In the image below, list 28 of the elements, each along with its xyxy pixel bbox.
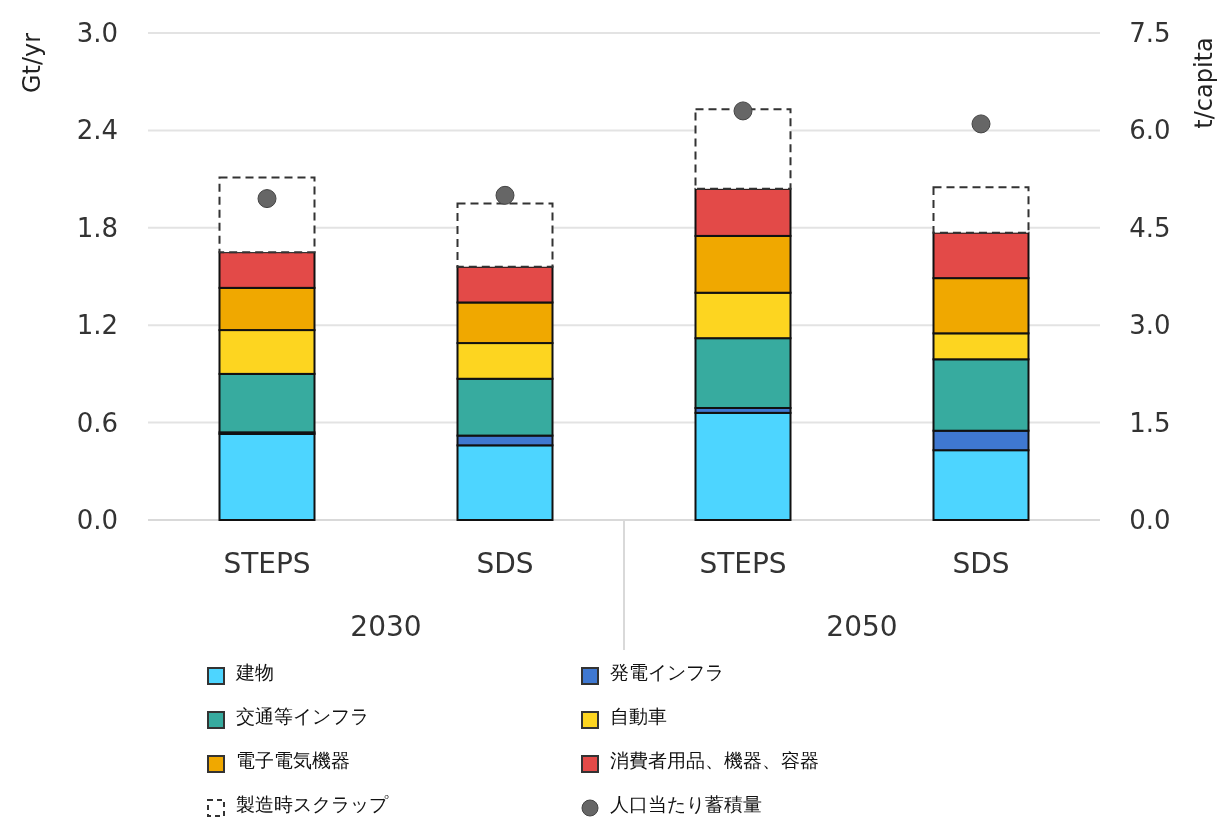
text: 2030 bbox=[350, 610, 422, 643]
x-tick-label: SDS bbox=[476, 547, 534, 580]
y-tick-label: 0.0 bbox=[76, 505, 118, 535]
y-axis-title: Gt/yr bbox=[18, 32, 46, 94]
y2-tick-label: 6.0 bbox=[1129, 115, 1171, 146]
y2-tick-label: 4.5 bbox=[1129, 212, 1171, 243]
y2-tick-label: 1.5 bbox=[1129, 407, 1171, 438]
y-tick-label: 3.0 bbox=[76, 18, 118, 48]
y-tick-label: 1.2 bbox=[76, 310, 118, 341]
legend-label: 発電インフラ bbox=[610, 661, 724, 683]
legend-label: 消費者用品、機器、容器 bbox=[610, 749, 819, 771]
y2-tick-label: 3.0 bbox=[1129, 310, 1171, 341]
x-tick-label: STEPS bbox=[699, 547, 787, 580]
y2-tick-label: 7.5 bbox=[1129, 18, 1171, 48]
legend-label: 自動車 bbox=[610, 705, 667, 727]
x-tick-label: STEPS bbox=[223, 547, 311, 580]
y2-tick-label: 0.0 bbox=[1129, 505, 1171, 535]
x-tick-label: SDS bbox=[952, 547, 1010, 580]
legend-label: 交通等インフラ bbox=[236, 705, 369, 727]
legend-label: 電子電気機器 bbox=[236, 749, 350, 771]
y-tick-label: 2.4 bbox=[76, 115, 118, 146]
text: 2050 bbox=[826, 610, 898, 643]
legend-label: 製造時スクラップ bbox=[236, 793, 389, 815]
y2-axis-title: t/capita bbox=[1190, 37, 1218, 129]
y-tick-label: 0.6 bbox=[76, 407, 118, 438]
legend-label: 建物 bbox=[235, 661, 274, 683]
legend-label: 人口当たり蓄積量 bbox=[610, 793, 762, 815]
y-tick-label: 1.8 bbox=[76, 212, 118, 243]
